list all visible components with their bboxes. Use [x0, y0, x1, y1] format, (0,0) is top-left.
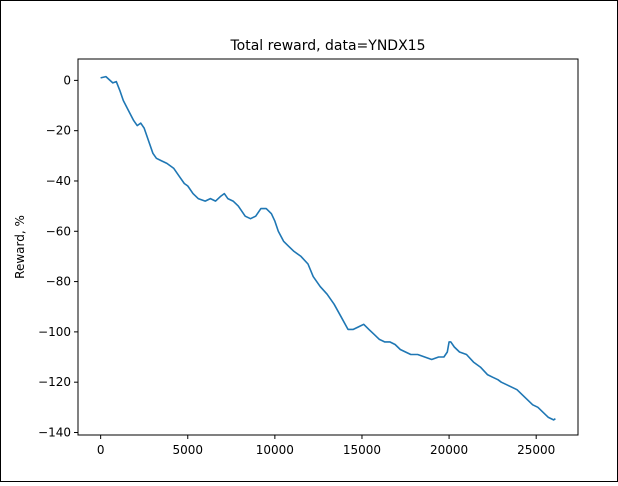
y-tick-label: −40	[46, 174, 71, 188]
reward-series-line	[100, 75, 556, 421]
chart-title: Total reward, data=YNDX15	[229, 38, 425, 54]
x-tick-label: 20000	[430, 443, 468, 457]
y-tick-label: 0	[63, 73, 71, 87]
y-tick-label: −60	[46, 224, 71, 238]
y-tick-label: −120	[38, 375, 71, 389]
y-tick-label: −140	[38, 425, 71, 439]
y-tick-label: −100	[38, 325, 71, 339]
y-tick-label: −20	[46, 124, 71, 138]
x-tick-label: 15000	[343, 443, 381, 457]
plot-area-border	[77, 58, 579, 436]
y-axis-label: Reward, %	[13, 215, 27, 279]
x-tick-label: 25000	[517, 443, 555, 457]
x-tick-label: 0	[97, 443, 105, 457]
series-group	[100, 75, 556, 421]
x-tick-label: 10000	[256, 443, 294, 457]
x-axis-ticks: 0 5000 10000 15000 20000 25000	[97, 435, 555, 457]
x-tick-label: 5000	[172, 443, 203, 457]
y-axis-ticks: 0 −20 −40 −60 −80 −100 −120 −140	[38, 73, 78, 439]
y-tick-label: −80	[46, 275, 71, 289]
plot-area-background	[78, 59, 578, 435]
